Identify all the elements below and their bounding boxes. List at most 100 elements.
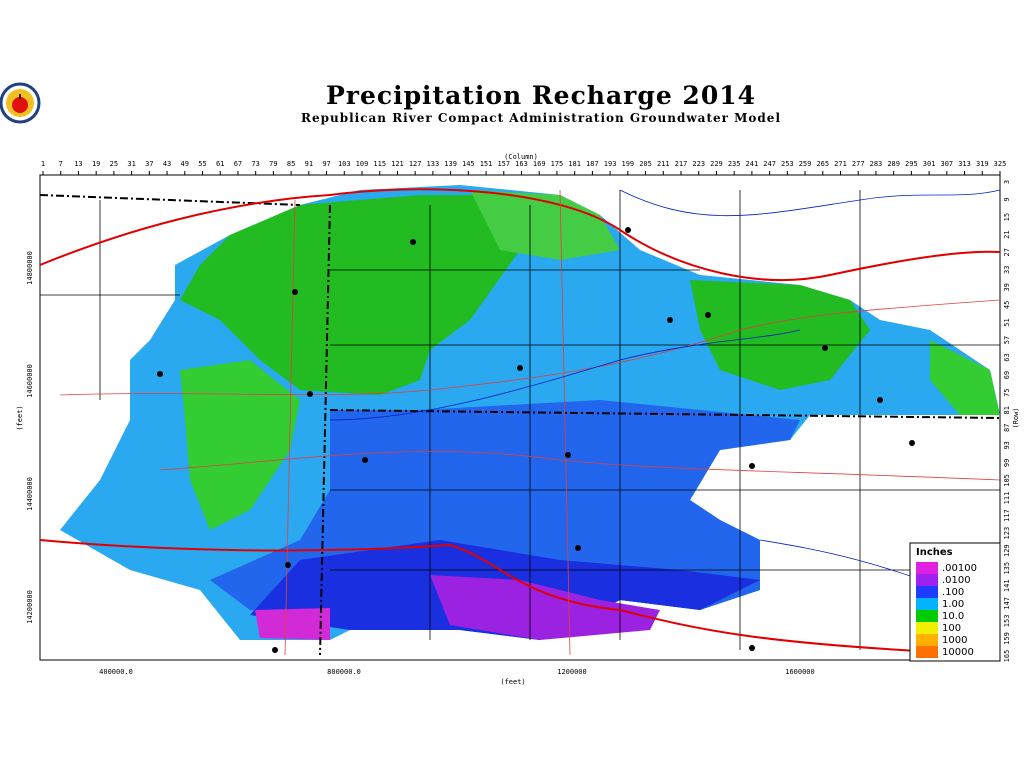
legend-swatch: [916, 622, 938, 634]
column-tick-label: 283: [870, 160, 883, 168]
title: Precipitation Recharge 2014: [326, 81, 756, 110]
column-tick-label: 19: [92, 160, 100, 168]
y-feet-tick-label: 14400000: [26, 477, 34, 511]
row-tick-label: 81: [1003, 406, 1011, 414]
row-tick-label: 57: [1003, 336, 1011, 344]
subtitle: Republican River Compact Administration …: [301, 111, 781, 125]
row-tick-label: 15: [1003, 213, 1011, 221]
legend-label: .100: [942, 587, 964, 598]
column-tick-label: 199: [622, 160, 635, 168]
column-tick-label: 133: [427, 160, 440, 168]
column-tick-label: 193: [604, 160, 617, 168]
legend-swatch: [916, 586, 938, 598]
row-tick-label: 147: [1003, 597, 1011, 610]
column-ticks: 1 7 13 19 25 31 37 43 49 55 61 67 73 79 85 91 97 103 109 11…: [41, 160, 1006, 175]
column-tick-label: 301: [923, 160, 936, 168]
column-tick-label: 205: [639, 160, 652, 168]
column-tick-label: 79: [269, 160, 277, 168]
column-tick-label: 265: [816, 160, 829, 168]
column-tick-label: 115: [373, 160, 386, 168]
column-tick-label: 169: [533, 160, 546, 168]
column-tick-label: 175: [551, 160, 564, 168]
column-tick-label: 121: [391, 160, 404, 168]
y-feet-ticks: 14800000 14600000 14400000 14200000: [26, 251, 34, 624]
legend-label: .00100: [942, 563, 977, 574]
legend-label: 1000: [942, 635, 967, 646]
column-tick-label: 217: [675, 160, 688, 168]
column-tick-label: 307: [941, 160, 954, 168]
row-tick-label: 111: [1003, 492, 1011, 505]
column-tick-label: 145: [462, 160, 475, 168]
row-tick-label: 75: [1003, 388, 1011, 396]
row-tick-label: 87: [1003, 424, 1011, 432]
y-feet-tick-label: 14200000: [26, 590, 34, 624]
row-tick-label: 45: [1003, 301, 1011, 309]
row-tick-label: 27: [1003, 248, 1011, 256]
column-tick-label: 211: [657, 160, 670, 168]
column-tick-label: 97: [322, 160, 330, 168]
column-tick-label: 139: [444, 160, 457, 168]
column-tick-label: 1: [41, 160, 45, 168]
column-tick-label: 187: [586, 160, 599, 168]
logo: [0, 82, 41, 124]
column-tick-label: 43: [163, 160, 171, 168]
legend-label: 10000: [942, 647, 974, 658]
column-tick-label: 163: [515, 160, 528, 168]
row-tick-label: 9: [1003, 197, 1011, 201]
x-feet-ticks: 400000.0 800000.0 1200000 1600000: [99, 668, 815, 676]
y-feet-tick-label: 14800000: [26, 251, 34, 285]
column-tick-label: 109: [356, 160, 369, 168]
legend-label: .0100: [942, 575, 971, 586]
x-feet-tick-label: 800000.0: [327, 668, 361, 676]
row-tick-label: 105: [1003, 474, 1011, 487]
x-feet-tick-label: 400000.0: [99, 668, 133, 676]
y-feet-tick-label: 14600000: [26, 364, 34, 398]
row-tick-label: 33: [1003, 266, 1011, 274]
column-tick-label: 157: [497, 160, 510, 168]
column-tick-label: 325: [994, 160, 1007, 168]
row-tick-label: 159: [1003, 632, 1011, 645]
row-tick-label: 93: [1003, 441, 1011, 449]
legend-swatch: [916, 634, 938, 646]
legend-swatch: [916, 598, 938, 610]
column-tick-label: 73: [251, 160, 259, 168]
column-tick-label: 151: [480, 160, 493, 168]
column-tick-label: 289: [887, 160, 900, 168]
column-tick-label: 91: [305, 160, 313, 168]
row-tick-label: 129: [1003, 544, 1011, 557]
column-tick-label: 241: [746, 160, 759, 168]
row-tick-label: 165: [1003, 650, 1011, 663]
row-tick-label: 21: [1003, 230, 1011, 238]
row-tick-label: 153: [1003, 615, 1011, 628]
column-label: (Column): [504, 153, 538, 161]
column-tick-label: 85: [287, 160, 295, 168]
row-tick-label: 69: [1003, 371, 1011, 379]
legend-title: Inches: [916, 547, 953, 558]
column-tick-label: 127: [409, 160, 422, 168]
legend-swatch: [916, 574, 938, 586]
row-tick-label: 135: [1003, 562, 1011, 575]
column-tick-label: 31: [127, 160, 135, 168]
column-tick-label: 271: [834, 160, 847, 168]
column-tick-label: 103: [338, 160, 351, 168]
column-tick-label: 49: [181, 160, 189, 168]
column-tick-label: 319: [976, 160, 989, 168]
row-tick-label: 63: [1003, 353, 1011, 361]
column-tick-label: 229: [710, 160, 723, 168]
x-feet-tick-label: 1200000: [557, 668, 587, 676]
row-tick-label: 117: [1003, 509, 1011, 522]
column-tick-label: 67: [234, 160, 242, 168]
column-tick-label: 277: [852, 160, 865, 168]
column-tick-label: 295: [905, 160, 918, 168]
row-ticks: 3915212733394551576369758187939910511111…: [1003, 180, 1011, 662]
row-label: (Row): [1012, 407, 1020, 428]
x-feet-label: (feet): [500, 678, 525, 686]
legend-label: 100: [942, 623, 961, 634]
column-tick-label: 181: [568, 160, 581, 168]
legend-label: 1.00: [942, 599, 964, 610]
column-tick-label: 55: [198, 160, 206, 168]
row-tick-label: 99: [1003, 459, 1011, 467]
column-tick-label: 247: [763, 160, 776, 168]
column-tick-label: 61: [216, 160, 224, 168]
row-tick-label: 141: [1003, 579, 1011, 592]
